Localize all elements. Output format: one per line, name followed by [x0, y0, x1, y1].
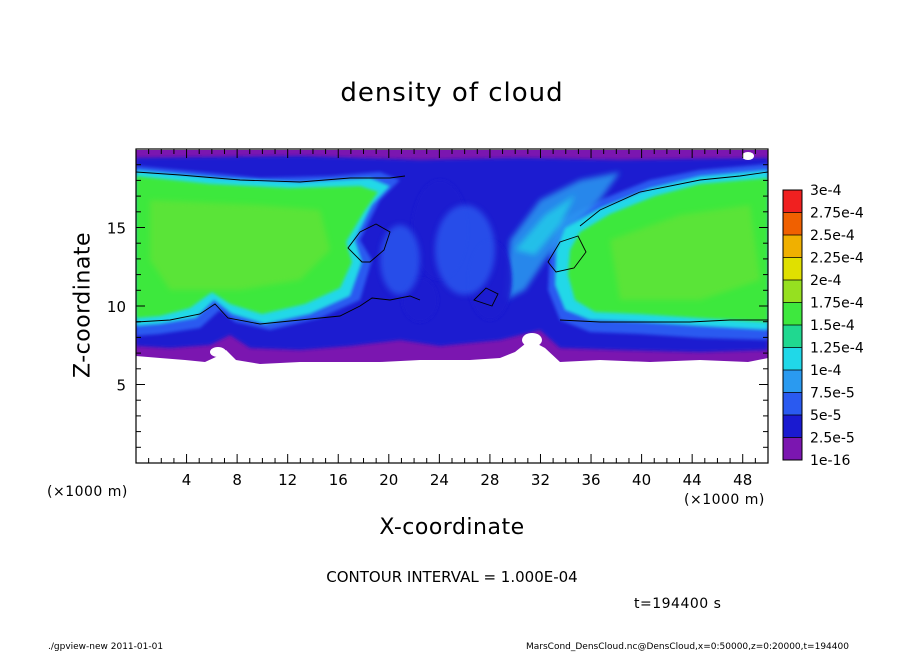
colorbar: 1e-16 2.5e-5 5e-5 7.5e-5 1e-4 1.25e-4 1.5e-4 1.… — [782, 183, 864, 469]
y-tick-label: 5 — [116, 377, 126, 395]
footer-source-label: MarsCond_DensCloud.nc@DensCloud,x=0:5000… — [526, 642, 849, 652]
colorbar-segment — [783, 347, 802, 370]
colorbar-label: 1e-4 — [810, 363, 842, 379]
colorbar-label: 5e-5 — [810, 408, 841, 424]
contour-upper-left — [136, 171, 406, 183]
x-axis-label: X-coordinate — [379, 515, 525, 540]
colorbar-label: 2e-4 — [810, 273, 842, 289]
colorbar-segment — [783, 302, 802, 325]
x-tick-label: 40 — [632, 471, 651, 489]
cloud-core-lime-right — [610, 205, 760, 300]
colorbar-label: 2.5e-5 — [810, 431, 855, 447]
colorbar-label: 2.5e-4 — [810, 228, 855, 244]
time-label: t=194400 s — [634, 596, 722, 612]
colorbar-segment — [783, 437, 802, 460]
x-tick-label: 20 — [379, 471, 398, 489]
colorbar-segment — [783, 370, 802, 393]
density-field — [136, 150, 768, 364]
colorbar-segment — [783, 392, 802, 415]
colorbar-segment — [783, 212, 802, 235]
y-tick-label: 10 — [107, 298, 126, 316]
x-tick-label: 8 — [232, 471, 242, 489]
colorbar-label: 7.5e-5 — [810, 386, 855, 402]
x-unit-label-right: (×1000 m) — [684, 492, 765, 508]
contour-lines — [136, 171, 768, 325]
colorbar-label: 3e-4 — [810, 183, 842, 199]
colorbar-segment — [783, 190, 802, 213]
x-tick-label: 4 — [182, 471, 192, 489]
colorbar-segment — [783, 415, 802, 438]
x-tick-label: 24 — [430, 471, 449, 489]
colorbar-segment — [783, 280, 802, 303]
contour-upper-right — [579, 171, 768, 227]
colorbar-label: 2.25e-4 — [810, 251, 864, 267]
x-tick-label: 48 — [733, 471, 752, 489]
y-tick-label: 15 — [107, 220, 126, 238]
cloud-streak-cyan-2 — [515, 195, 575, 255]
x-tick-label: 28 — [480, 471, 499, 489]
colorbar-label: 1e-16 — [810, 453, 850, 469]
contour-center-left — [347, 223, 391, 263]
x-tick-label: 32 — [531, 471, 550, 489]
contour-center-right — [547, 235, 587, 273]
contour-lower-right — [559, 319, 768, 323]
colorbar-segment — [783, 325, 802, 348]
cloud-core-lime-left — [150, 200, 330, 290]
contour-interval-label: CONTOUR INTERVAL = 1.000E-04 — [326, 568, 578, 586]
contour-center-mid — [473, 287, 499, 307]
colorbar-segment — [783, 257, 802, 280]
colorbar-label: 1.75e-4 — [810, 296, 864, 312]
x-tick-label: 36 — [581, 471, 600, 489]
colorbar-label: 1.5e-4 — [810, 318, 855, 334]
footer-program-label: ./gpview-new 2011-01-01 — [48, 642, 164, 652]
colorbar-label: 2.75e-4 — [810, 206, 864, 222]
x-tick-label: 16 — [329, 471, 348, 489]
x-tick-label: 12 — [278, 471, 297, 489]
contour-lower — [136, 295, 421, 325]
colorbar-label: 1.25e-4 — [810, 341, 864, 357]
x-unit-label-left: (×1000 m) — [47, 484, 128, 500]
chart-title: density of cloud — [340, 78, 564, 108]
colorbar-segment — [783, 235, 802, 258]
y-axis-label: Z-coordinate — [70, 232, 96, 378]
x-tick-label: 44 — [683, 471, 702, 489]
